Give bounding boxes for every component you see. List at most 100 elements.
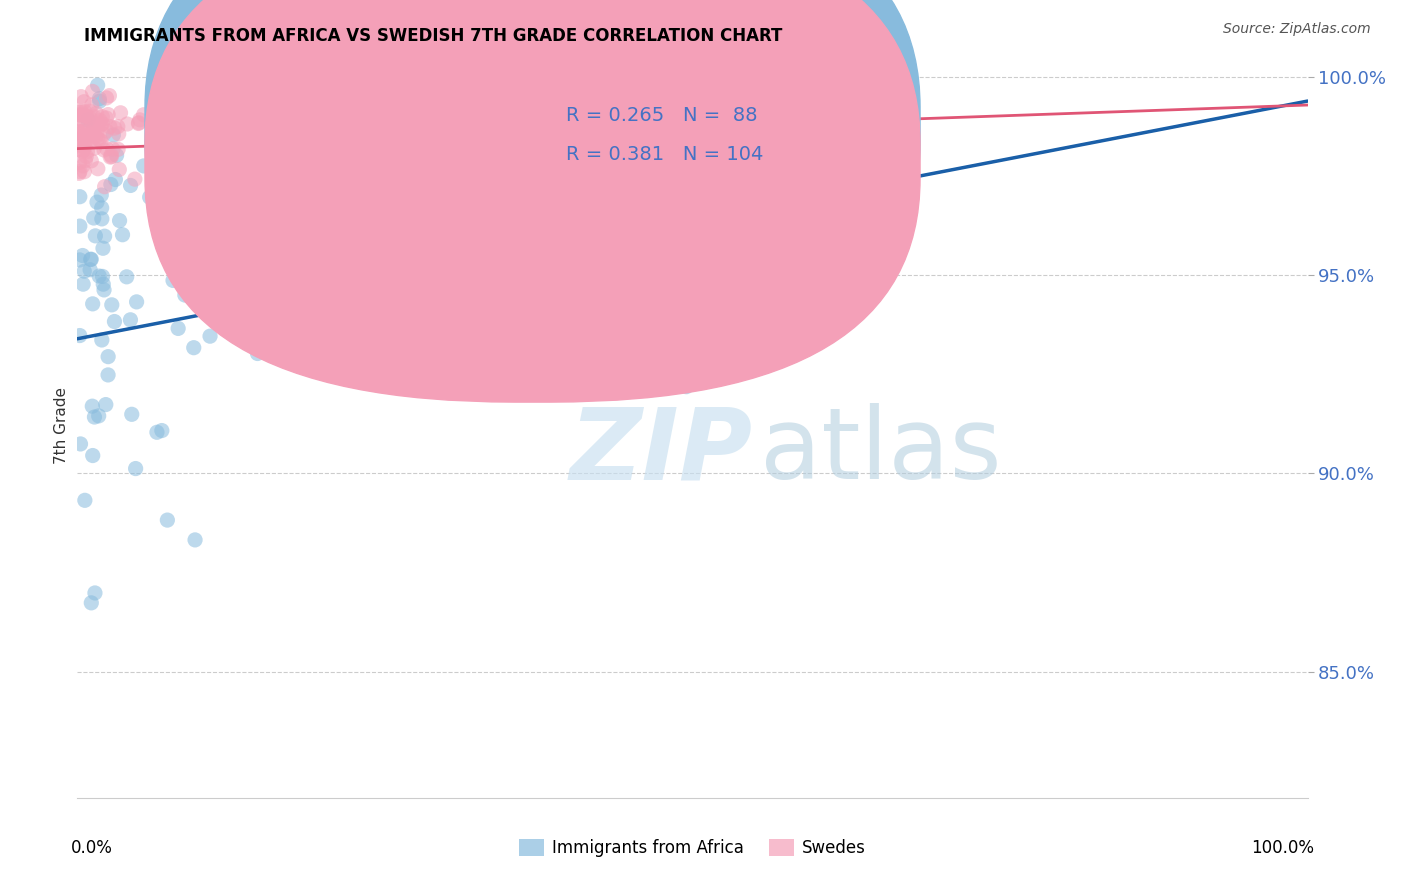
Point <box>67 124 90 138</box>
Point <box>111 227 134 242</box>
Point <box>295 135 318 149</box>
Point <box>312 75 335 89</box>
Point <box>72 277 94 292</box>
Point <box>91 269 114 284</box>
Point <box>69 437 91 451</box>
Point <box>83 211 105 225</box>
Point <box>274 229 297 244</box>
Point <box>97 350 120 364</box>
Point <box>108 162 131 177</box>
Point <box>67 105 90 120</box>
Point <box>167 321 190 335</box>
Point <box>72 124 94 138</box>
Point <box>86 123 108 137</box>
Point <box>198 329 221 343</box>
Point <box>115 269 138 284</box>
Point <box>204 150 226 164</box>
Point <box>72 143 94 157</box>
Point <box>93 128 115 142</box>
Point <box>156 513 179 527</box>
Point <box>90 211 112 226</box>
Point <box>69 328 91 343</box>
Point <box>125 294 148 309</box>
Point <box>86 106 108 120</box>
Point <box>72 159 94 173</box>
Point <box>76 145 98 159</box>
Point <box>82 84 104 98</box>
Point <box>560 78 582 93</box>
Y-axis label: 7th Grade: 7th Grade <box>53 387 69 465</box>
Text: IMMIGRANTS FROM AFRICA VS SWEDISH 7TH GRADE CORRELATION CHART: IMMIGRANTS FROM AFRICA VS SWEDISH 7TH GR… <box>84 27 783 45</box>
Point <box>564 78 586 93</box>
Point <box>70 89 93 103</box>
Point <box>70 108 93 122</box>
Point <box>83 110 105 124</box>
Point <box>69 138 91 153</box>
Point <box>104 172 127 186</box>
Point <box>79 128 101 142</box>
Point <box>165 144 187 158</box>
Point <box>103 128 125 142</box>
Point <box>246 346 269 360</box>
Point <box>360 186 382 200</box>
Point <box>100 150 122 164</box>
Point <box>98 150 121 164</box>
Point <box>83 410 105 425</box>
Point <box>162 273 184 287</box>
Point <box>73 104 96 119</box>
Point <box>72 130 94 145</box>
Point <box>69 252 91 267</box>
Point <box>668 78 690 93</box>
Point <box>93 229 115 244</box>
Point <box>305 333 328 347</box>
Point <box>97 368 120 382</box>
Point <box>87 161 110 176</box>
Point <box>157 150 180 164</box>
Point <box>307 107 329 121</box>
Point <box>186 205 208 219</box>
Text: 0.0%: 0.0% <box>72 839 112 857</box>
Point <box>80 128 103 142</box>
Point <box>150 424 173 438</box>
Point <box>80 153 103 168</box>
Point <box>281 143 304 157</box>
Point <box>67 125 90 139</box>
Point <box>208 317 231 331</box>
Point <box>69 219 91 234</box>
Point <box>97 107 120 121</box>
FancyBboxPatch shape <box>145 0 920 402</box>
Point <box>121 407 143 421</box>
Point <box>82 118 104 132</box>
Point <box>124 172 146 186</box>
Point <box>94 398 117 412</box>
Point <box>79 111 101 125</box>
Point <box>86 132 108 146</box>
Point <box>90 118 112 132</box>
Point <box>304 140 326 154</box>
Point <box>91 117 114 131</box>
Point <box>93 143 115 157</box>
Point <box>80 133 103 147</box>
Point <box>101 142 124 156</box>
Point <box>96 142 118 156</box>
Point <box>98 120 121 134</box>
Point <box>277 109 299 123</box>
Point <box>211 265 233 279</box>
Point <box>67 166 90 180</box>
Point <box>250 117 273 131</box>
Point <box>69 143 91 157</box>
Text: 100.0%: 100.0% <box>1251 839 1313 857</box>
Point <box>103 314 125 328</box>
Point <box>73 114 96 128</box>
Point <box>163 113 186 128</box>
Point <box>76 110 98 124</box>
Point <box>73 264 96 278</box>
Point <box>73 95 96 109</box>
Point <box>79 252 101 267</box>
Point <box>80 126 103 140</box>
Point <box>80 98 103 112</box>
Point <box>89 92 111 106</box>
Point <box>86 195 108 210</box>
FancyBboxPatch shape <box>145 0 920 367</box>
Point <box>93 179 115 194</box>
